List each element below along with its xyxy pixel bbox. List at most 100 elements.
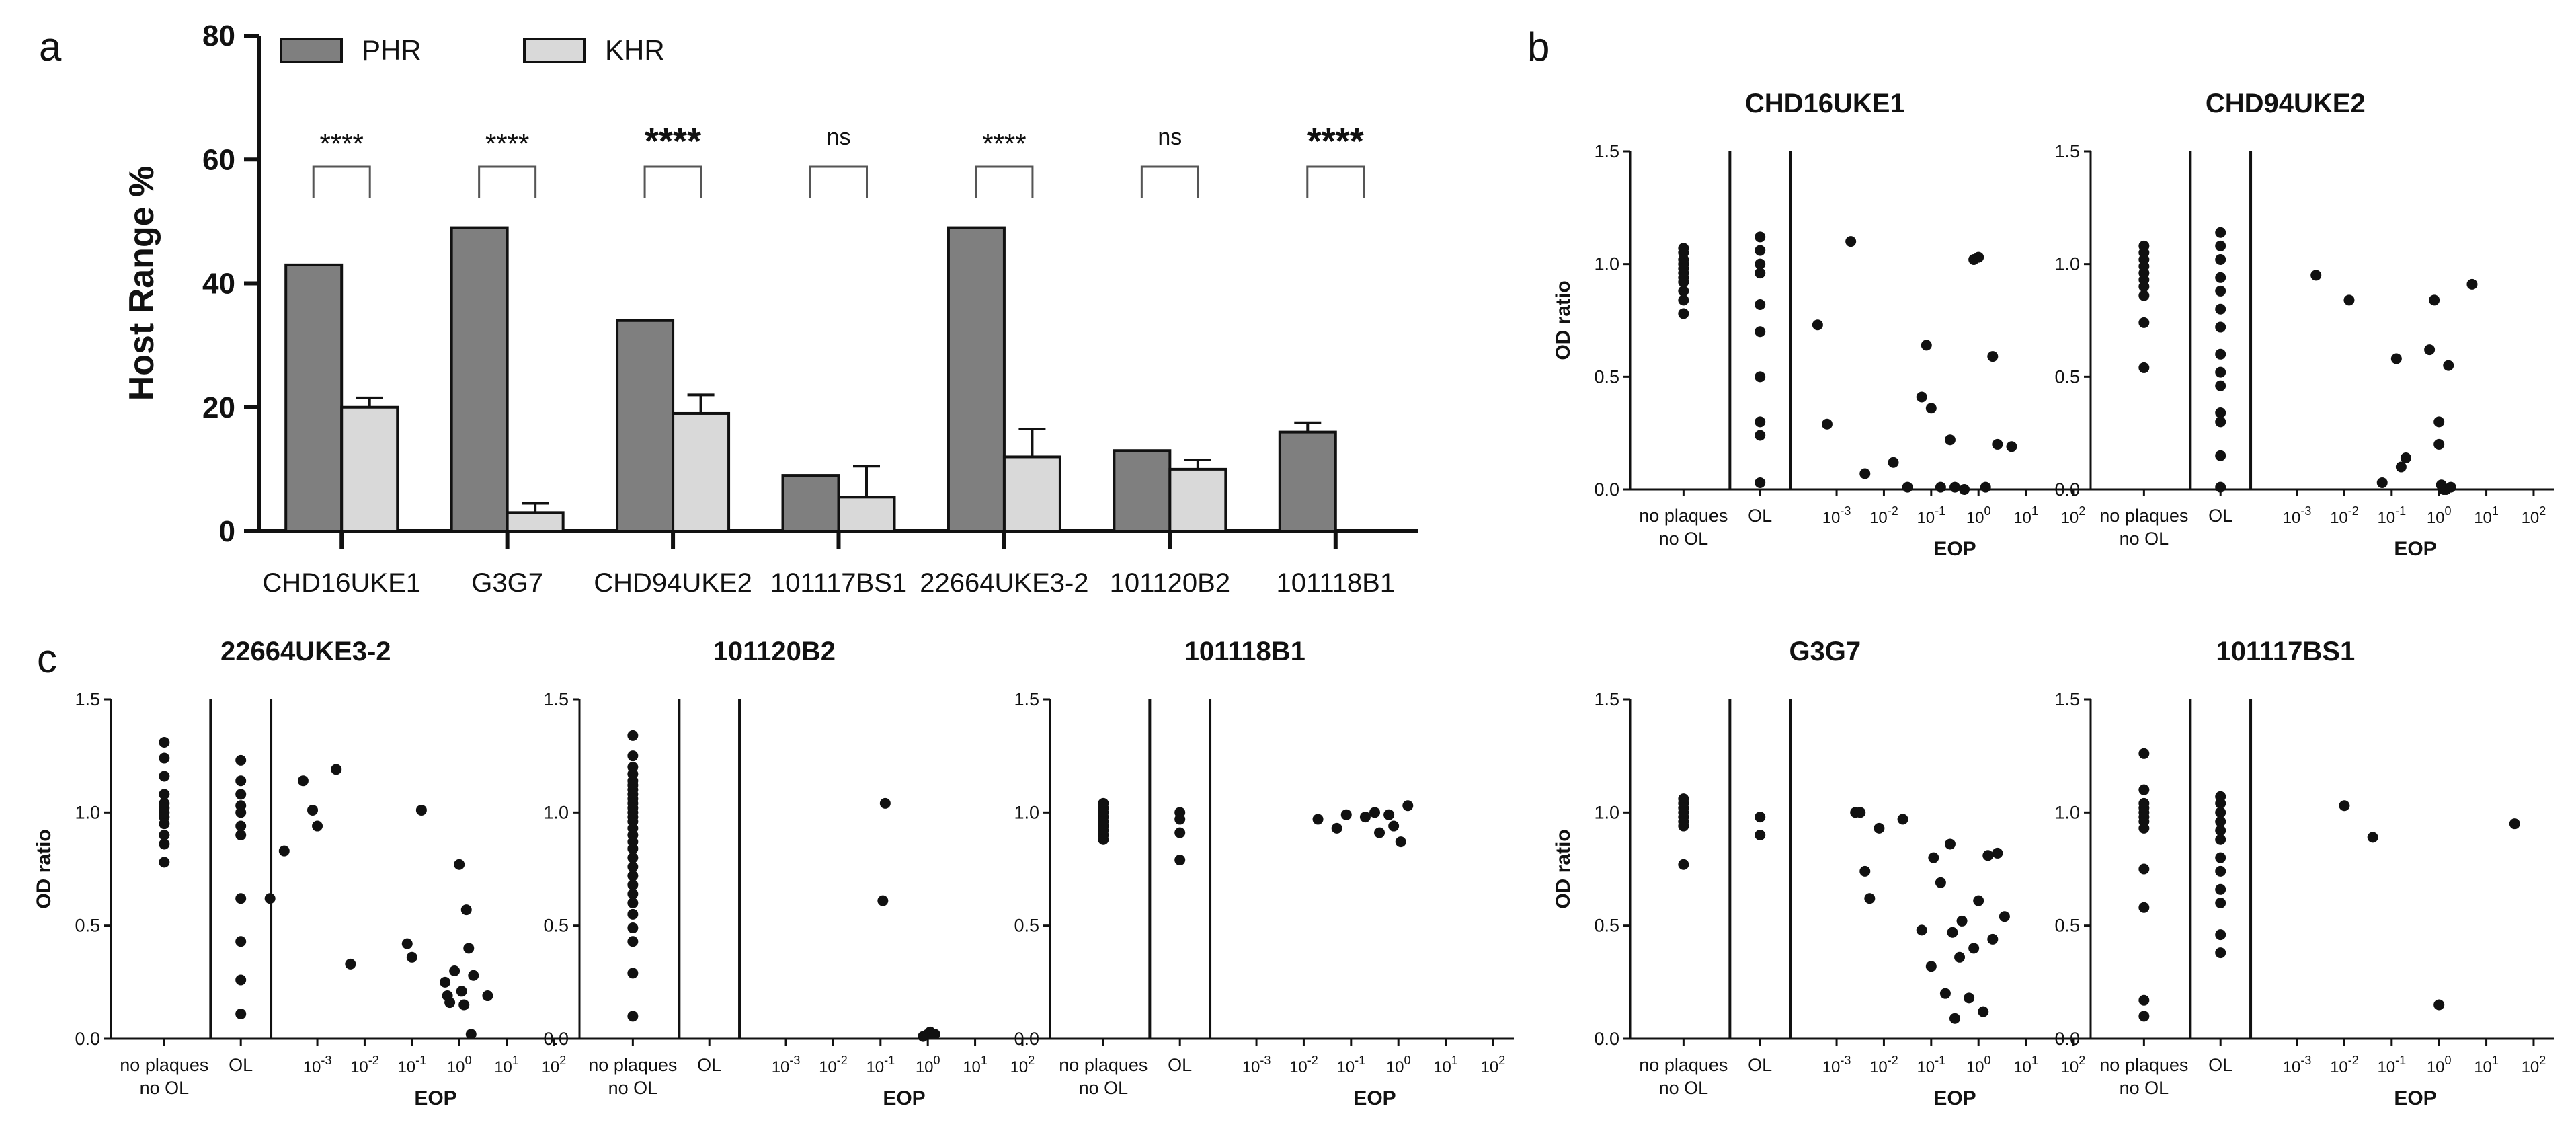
y-tick-label: 1.0	[2054, 254, 2080, 274]
eop-tick-base: 10	[2330, 1058, 2348, 1076]
eop-tick-label: 10-1	[397, 1054, 426, 1076]
x-axis-title: EOP	[2394, 1087, 2436, 1109]
eop-tick-base: 10	[1917, 509, 1935, 527]
eop-tick-base: 10	[916, 1058, 934, 1076]
point-ol	[2215, 366, 2226, 378]
point-ol	[2215, 865, 2226, 877]
point-eop	[1982, 850, 1994, 861]
significance-bracket	[1306, 165, 1365, 198]
point-ol	[235, 974, 247, 986]
point-eop	[440, 976, 451, 988]
eop-tick-exponent: 2	[2079, 504, 2085, 518]
eop-tick-label: 102	[2522, 1054, 2546, 1076]
eop-tick-base: 10	[303, 1058, 321, 1076]
y-tick-label: 1.5	[1014, 689, 1039, 709]
point-ol	[235, 936, 247, 947]
point-eop	[2343, 294, 2355, 306]
eop-tick-exponent: -3	[321, 1054, 331, 1067]
point-eop	[458, 999, 470, 1011]
eop-tick-base: 10	[2377, 1058, 2395, 1076]
panel-letter-c: c	[37, 636, 57, 681]
point-no-plaques	[1678, 859, 1689, 870]
point-eop	[879, 797, 891, 809]
point-eop	[1916, 391, 1927, 403]
point-eop	[2509, 818, 2520, 830]
point-no-plaques	[1678, 308, 1689, 319]
group-label-ol: OL	[229, 1055, 253, 1075]
eop-tick-base: 10	[1242, 1058, 1260, 1076]
point-eop	[456, 986, 467, 997]
eop-tick-label: 10-3	[1822, 1054, 1851, 1076]
point-no-plaques	[2138, 994, 2150, 1006]
eop-tick-base: 10	[2283, 1058, 2301, 1076]
point-eop	[264, 893, 276, 904]
point-no-plaques	[627, 730, 639, 741]
eop-tick-base: 10	[1966, 509, 1984, 527]
eop-tick-base: 10	[2474, 1058, 2492, 1076]
y-tick-label: 1.0	[75, 802, 100, 822]
eop-tick-label: 10-3	[2283, 1054, 2312, 1076]
point-ol	[235, 775, 247, 787]
x-axis-title: EOP	[414, 1087, 456, 1109]
point-ol	[235, 1008, 247, 1019]
point-no-plaques	[627, 861, 639, 873]
y-tick-label: 1.0	[1014, 802, 1039, 822]
y-tick-label: 1.5	[543, 689, 569, 709]
eop-tick-exponent: 1	[2492, 1054, 2499, 1067]
point-ol	[2215, 303, 2226, 315]
point-eop	[1968, 943, 1980, 954]
point-eop	[1973, 251, 1984, 263]
x-axis-title: EOP	[1933, 1087, 1976, 1109]
y-tick-label: 0.0	[2054, 479, 2080, 500]
x-axis-title: EOP	[883, 1087, 925, 1109]
y-axis-title: OD ratio	[33, 829, 55, 908]
group-label-no-ol: no OL	[1659, 528, 1709, 549]
eop-tick-base: 10	[1481, 1058, 1499, 1076]
y-tick-label: 20	[202, 391, 235, 424]
point-eop	[1388, 820, 1400, 832]
eop-tick-base: 10	[2427, 1058, 2445, 1076]
point-eop	[449, 965, 460, 976]
eop-tick-base: 10	[1822, 1058, 1841, 1076]
scatter-22664uke3-2: 22664UKE3-2 0.0 0.5 1.0 1.5 OD ratio no plaque…	[33, 637, 575, 1109]
eop-tick-label: 102	[1010, 1054, 1035, 1076]
y-tick-label: 0.5	[1014, 916, 1039, 936]
legend-swatch-khr	[523, 38, 586, 63]
point-eop	[2376, 477, 2388, 488]
point-no-plaques	[159, 857, 170, 868]
group-label-no-ol: no OL	[1079, 1078, 1129, 1098]
point-ol	[2215, 852, 2226, 863]
point-ol	[235, 789, 247, 800]
point-ol	[2215, 929, 2226, 941]
point-ol	[2215, 825, 2226, 836]
significance-label: ****	[1307, 121, 1364, 161]
eop-tick-base: 10	[1822, 509, 1841, 527]
eop-tick-label: 10-2	[2330, 504, 2359, 527]
point-eop	[278, 845, 290, 857]
eop-tick-label: 102	[542, 1054, 567, 1076]
eop-tick-base: 10	[963, 1058, 981, 1076]
point-no-plaques	[159, 818, 170, 830]
eop-tick-base: 10	[2061, 509, 2079, 527]
point-ol	[1755, 477, 1766, 488]
eop-tick-exponent: -2	[1307, 1054, 1318, 1067]
point-eop	[2310, 270, 2322, 281]
plot-title: CHD94UKE2	[2206, 89, 2366, 118]
panel-letter-a: a	[39, 24, 62, 69]
point-eop	[1925, 403, 1937, 414]
eop-tick-exponent: -2	[1888, 1054, 1898, 1067]
bar-phr	[450, 226, 509, 533]
x-axis-title: EOP	[2394, 538, 2436, 560]
point-eop	[468, 970, 479, 981]
eop-tick-label: 10-3	[303, 1054, 332, 1076]
point-ol	[2215, 321, 2226, 333]
eop-tick-exponent: -3	[2300, 1054, 2311, 1067]
point-ol	[1174, 814, 1186, 825]
point-ol	[1755, 231, 1766, 243]
point-eop	[406, 951, 417, 963]
eop-tick-label: 102	[2061, 1054, 2086, 1076]
plot-title: 101118B1	[1184, 637, 1305, 666]
y-tick-label: 0.5	[2054, 916, 2080, 936]
